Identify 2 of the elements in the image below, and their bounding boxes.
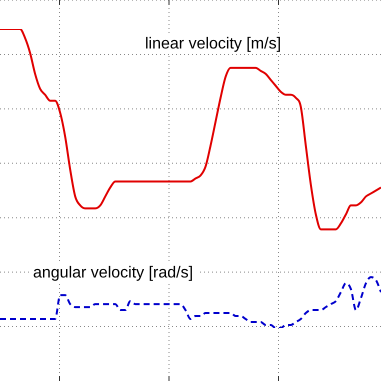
series-label: angular velocity [rad/s]: [32, 264, 194, 282]
series-label: linear velocity [m/s]: [144, 35, 282, 52]
